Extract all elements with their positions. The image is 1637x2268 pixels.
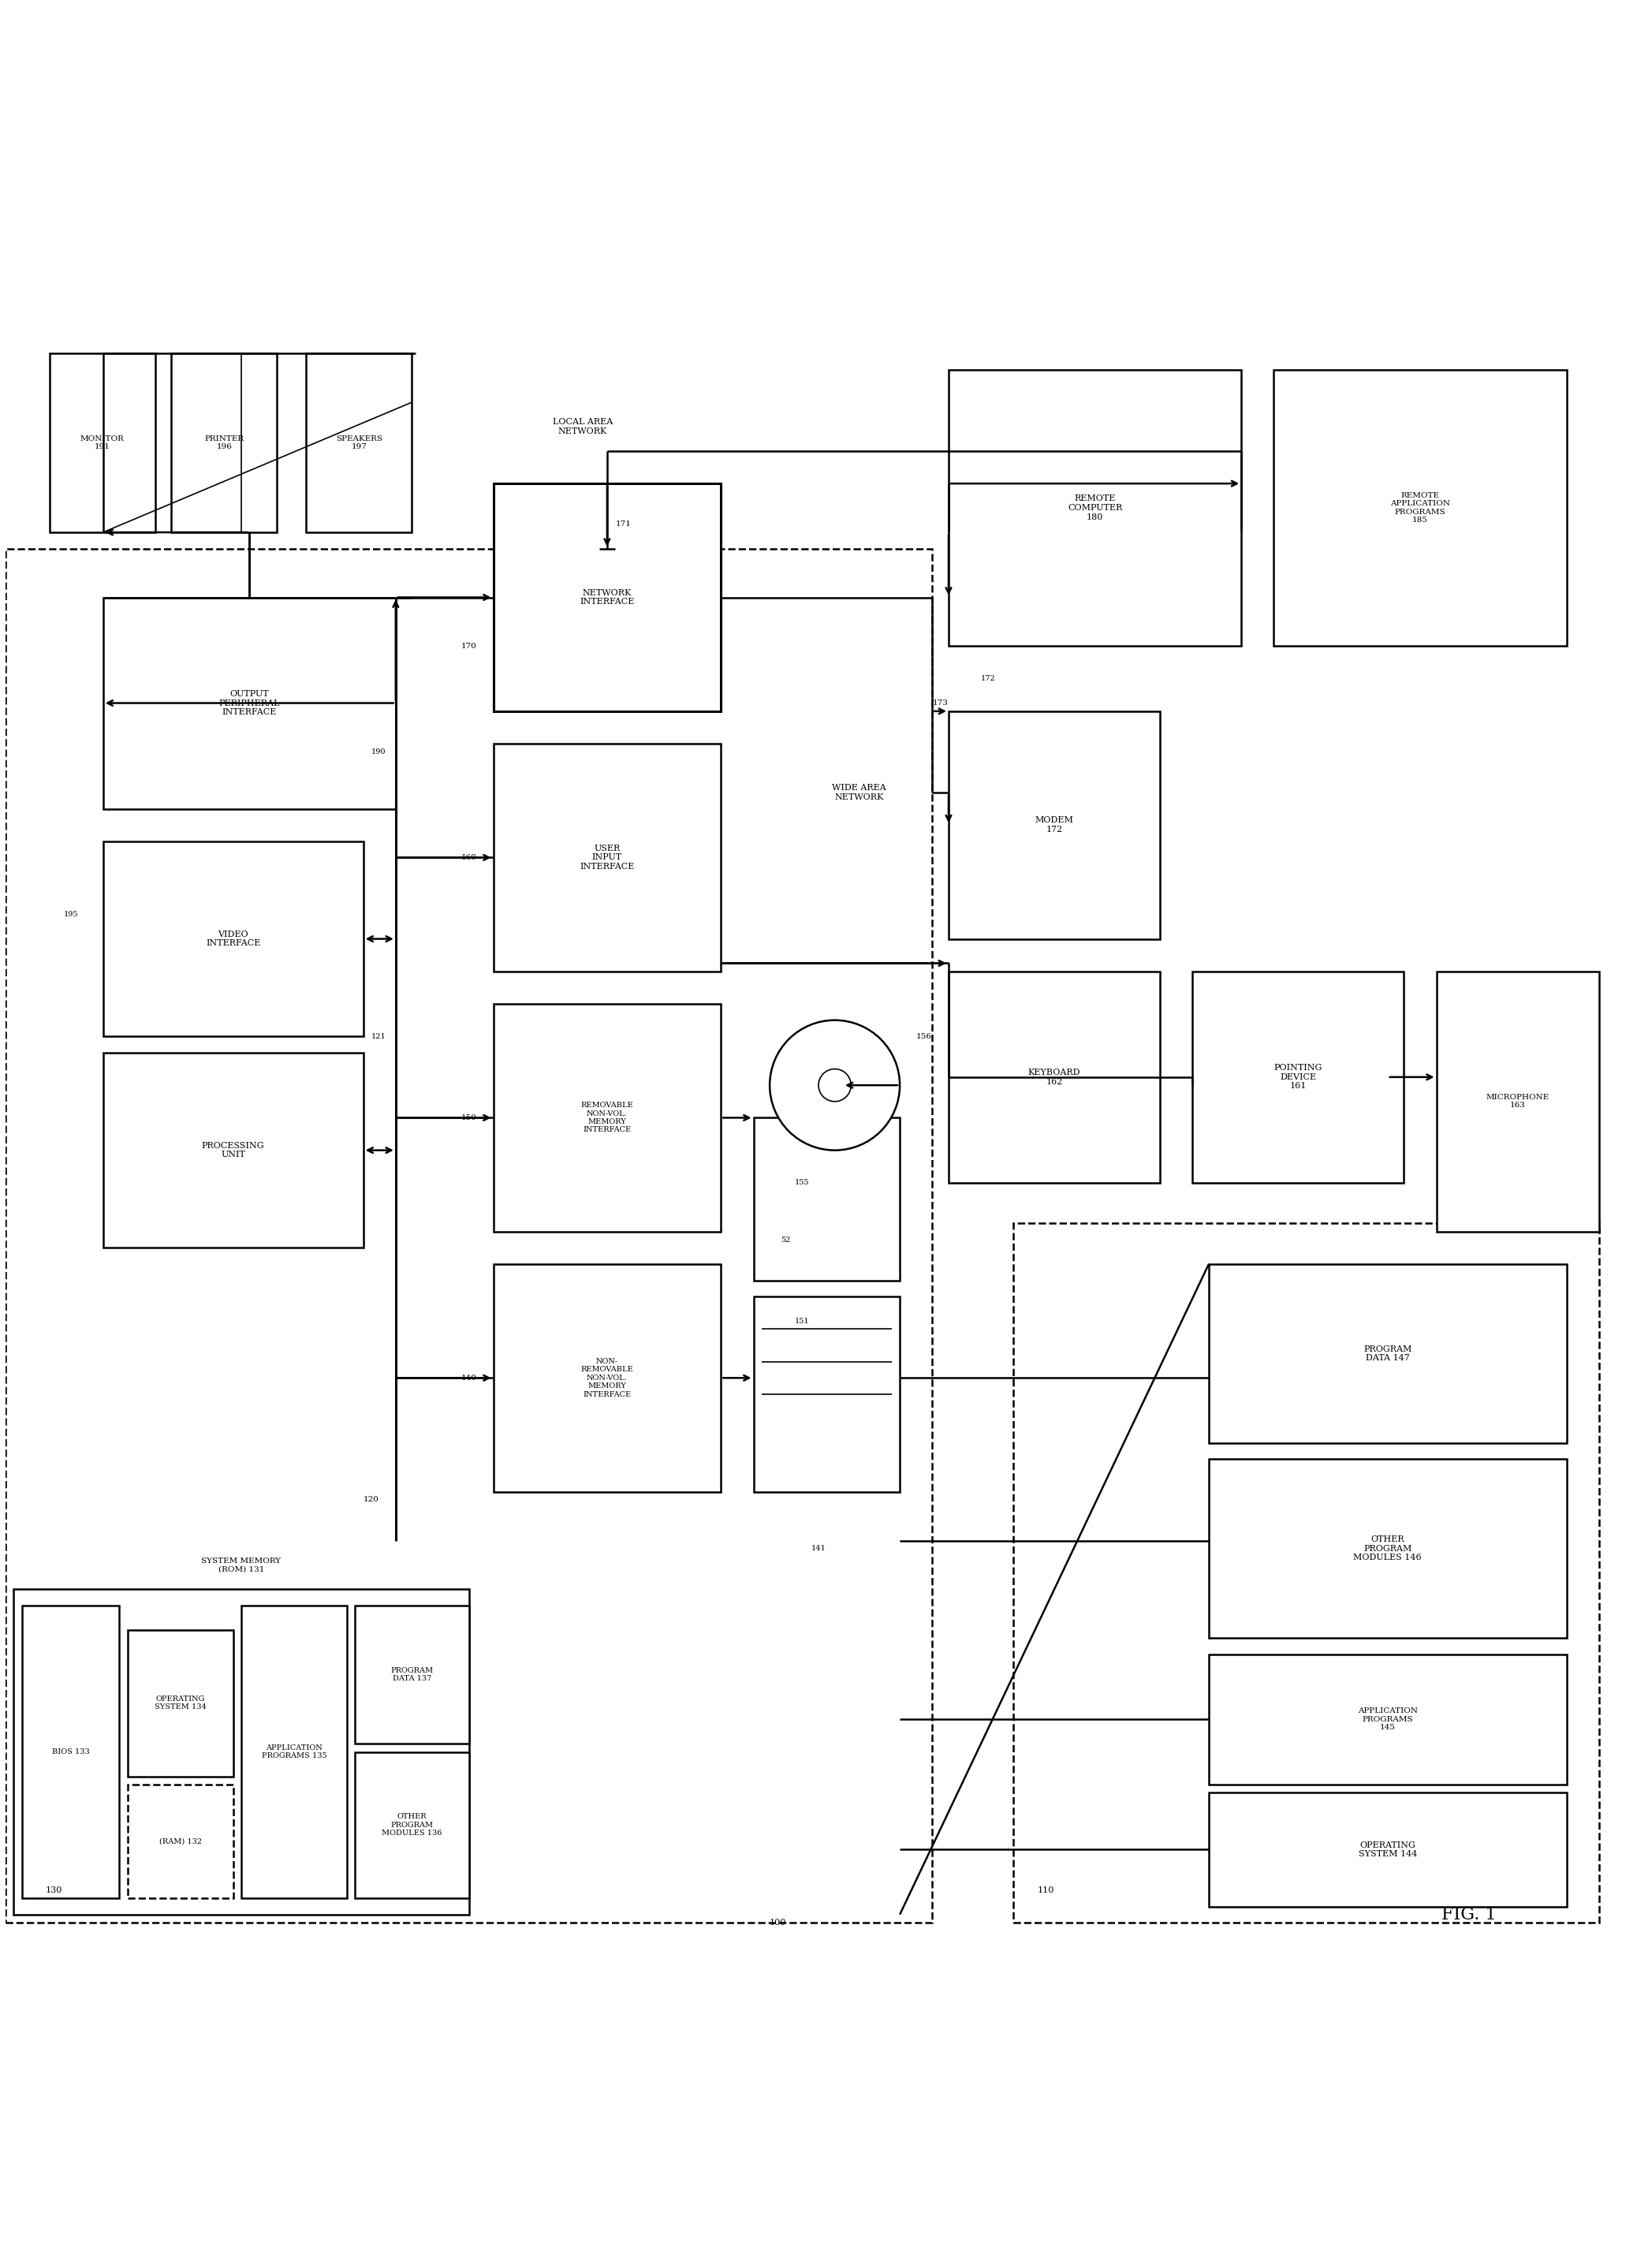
Bar xyxy=(355,1751,468,1898)
Text: 171: 171 xyxy=(616,522,632,528)
Text: 141: 141 xyxy=(810,1545,827,1551)
Bar xyxy=(103,596,396,810)
Bar xyxy=(493,1263,720,1492)
Text: (RAM) 132: (RAM) 132 xyxy=(159,1837,201,1844)
Bar xyxy=(1208,1263,1567,1442)
Text: 151: 151 xyxy=(796,1318,810,1325)
Bar xyxy=(948,971,1161,1184)
Bar xyxy=(948,712,1161,939)
Text: USER
INPUT
INTERFACE: USER INPUT INTERFACE xyxy=(579,844,635,871)
Text: 140: 140 xyxy=(462,1374,476,1381)
Bar xyxy=(493,744,720,971)
Text: FIG. 1: FIG. 1 xyxy=(1442,1905,1496,1923)
Text: WIDE AREA
NETWORK: WIDE AREA NETWORK xyxy=(832,785,886,801)
Text: APPLICATION
PROGRAMS
145: APPLICATION PROGRAMS 145 xyxy=(1357,1708,1418,1730)
Bar xyxy=(1208,1792,1567,1907)
Bar xyxy=(1274,370,1567,646)
Text: MICROPHONE
163: MICROPHONE 163 xyxy=(1486,1093,1549,1109)
Bar xyxy=(306,354,413,533)
Bar xyxy=(13,1590,468,1914)
Bar xyxy=(1192,971,1405,1184)
Text: KEYBOARD
162: KEYBOARD 162 xyxy=(1028,1068,1080,1086)
Text: OPERATING
SYSTEM 144: OPERATING SYSTEM 144 xyxy=(1359,1842,1418,1857)
Text: VIDEO
INTERFACE: VIDEO INTERFACE xyxy=(206,930,260,948)
Bar xyxy=(128,1631,232,1776)
Bar xyxy=(49,354,156,533)
Text: SYSTEM MEMORY
(ROM) 131: SYSTEM MEMORY (ROM) 131 xyxy=(201,1558,282,1572)
Text: OTHER
PROGRAM
MODULES 136: OTHER PROGRAM MODULES 136 xyxy=(381,1814,442,1837)
Text: PRINTER
196: PRINTER 196 xyxy=(205,435,244,451)
Bar xyxy=(5,549,933,1923)
Text: 120: 120 xyxy=(363,1497,378,1504)
Text: PROCESSING
UNIT: PROCESSING UNIT xyxy=(201,1141,265,1159)
Text: REMOTE
COMPUTER
180: REMOTE COMPUTER 180 xyxy=(1067,494,1123,522)
Bar xyxy=(948,370,1241,646)
Text: 156: 156 xyxy=(917,1032,931,1041)
Text: OUTPUT
PERIPHERAL
INTERFACE: OUTPUT PERIPHERAL INTERFACE xyxy=(219,689,280,717)
Text: OPERATING
SYSTEM 134: OPERATING SYSTEM 134 xyxy=(154,1696,206,1710)
Bar xyxy=(493,1005,720,1232)
Bar xyxy=(753,1297,900,1492)
Bar xyxy=(241,1606,347,1898)
Text: 155: 155 xyxy=(796,1179,810,1186)
Bar xyxy=(493,483,720,712)
Bar xyxy=(1013,1222,1599,1923)
Circle shape xyxy=(769,1021,900,1150)
Text: 150: 150 xyxy=(462,1114,476,1120)
Bar xyxy=(103,841,363,1036)
Text: MODEM
172: MODEM 172 xyxy=(1035,816,1074,835)
Circle shape xyxy=(818,1068,851,1102)
Text: 130: 130 xyxy=(46,1887,62,1894)
Bar xyxy=(103,1052,363,1247)
Bar xyxy=(355,1606,468,1744)
Bar xyxy=(128,1785,232,1898)
Text: 110: 110 xyxy=(1038,1887,1054,1894)
Text: PROGRAM
DATA 137: PROGRAM DATA 137 xyxy=(391,1667,434,1683)
Text: NETWORK
INTERFACE: NETWORK INTERFACE xyxy=(579,590,635,606)
Text: MONITOR
191: MONITOR 191 xyxy=(80,435,124,451)
Bar xyxy=(1436,971,1599,1232)
Bar xyxy=(753,1118,900,1281)
Text: BIOS 133: BIOS 133 xyxy=(52,1749,90,1755)
Text: OTHER
PROGRAM
MODULES 146: OTHER PROGRAM MODULES 146 xyxy=(1354,1535,1423,1563)
Text: 173: 173 xyxy=(933,699,948,708)
Bar xyxy=(172,354,277,533)
Text: 195: 195 xyxy=(64,912,79,919)
Text: 172: 172 xyxy=(981,676,995,683)
Text: PROGRAM
DATA 147: PROGRAM DATA 147 xyxy=(1364,1345,1411,1363)
Text: SPEAKERS
197: SPEAKERS 197 xyxy=(336,435,383,451)
Text: NON-
REMOVABLE
NON-VOL.
MEMORY
INTERFACE: NON- REMOVABLE NON-VOL. MEMORY INTERFACE xyxy=(581,1359,634,1397)
Text: 190: 190 xyxy=(372,748,386,755)
Text: 52: 52 xyxy=(781,1236,791,1243)
Bar xyxy=(1208,1653,1567,1785)
Text: APPLICATION
PROGRAMS 135: APPLICATION PROGRAMS 135 xyxy=(262,1744,327,1760)
Text: 170: 170 xyxy=(462,642,476,649)
Text: 121: 121 xyxy=(372,1032,386,1041)
Text: REMOTE
APPLICATION
PROGRAMS
185: REMOTE APPLICATION PROGRAMS 185 xyxy=(1390,492,1450,524)
Bar xyxy=(1208,1458,1567,1637)
Text: 160: 160 xyxy=(462,855,476,862)
Text: POINTING
DEVICE
161: POINTING DEVICE 161 xyxy=(1274,1064,1323,1091)
Text: REMOVABLE
NON-VOL.
MEMORY
INTERFACE: REMOVABLE NON-VOL. MEMORY INTERFACE xyxy=(581,1102,634,1134)
Bar xyxy=(21,1606,120,1898)
Text: LOCAL AREA
NETWORK: LOCAL AREA NETWORK xyxy=(553,417,612,435)
Text: 100: 100 xyxy=(769,1919,786,1926)
